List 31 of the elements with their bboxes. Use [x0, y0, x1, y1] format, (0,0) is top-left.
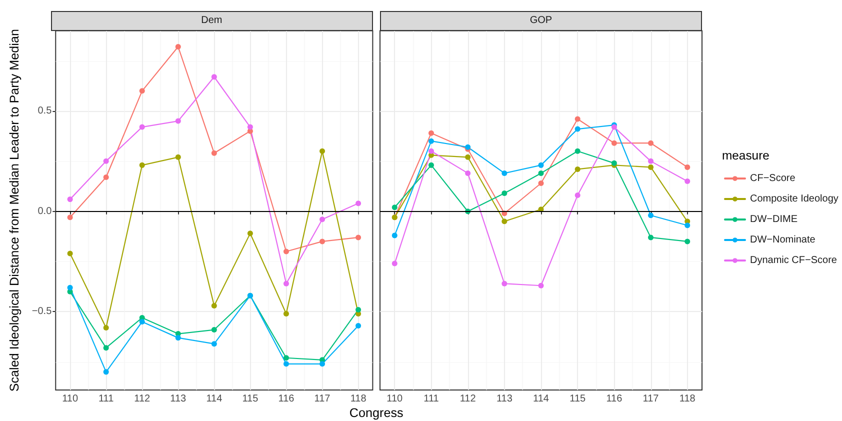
x-tick-label: 115 — [242, 394, 259, 404]
x-tick-label: 110 — [386, 394, 404, 404]
x-tick-label: 111 — [424, 394, 440, 404]
legend-label: DW−Nominate — [750, 234, 816, 246]
legend-label: DW−DIME — [750, 214, 798, 225]
y-tick-label: 0.0 — [38, 206, 52, 217]
x-tick-label: 112 — [134, 394, 151, 404]
x-tick-label: 116 — [606, 394, 623, 404]
y-axis-title: Scaled Ideological Distance from Median Leader to Party Median — [8, 29, 22, 392]
y-tick-label: 0.5 — [38, 105, 52, 116]
x-tick-label: 112 — [460, 394, 476, 404]
x-tick-label: 113 — [170, 394, 187, 404]
x-tick-label: 118 — [679, 394, 696, 404]
x-tick-label: 116 — [278, 394, 295, 404]
x-tick-label: 117 — [314, 394, 331, 404]
x-tick-label: 111 — [98, 394, 114, 404]
x-axis-title: Congress — [349, 406, 404, 420]
chart-title: Dem — [201, 15, 222, 26]
x-tick-label: 117 — [642, 394, 660, 404]
legend-label: Composite Ideology — [750, 194, 838, 204]
x-tick-label: 114 — [206, 394, 223, 404]
legend-title: measure — [722, 148, 770, 162]
legend-label: Dynamic CF−Score — [750, 255, 838, 266]
x-tick-label: 113 — [496, 394, 513, 404]
x-tick-label: 110 — [62, 394, 78, 404]
x-tick-label: 118 — [350, 394, 367, 404]
x-tick-label: 114 — [533, 394, 550, 404]
legend-label: CF−Score — [750, 173, 796, 184]
y-tick-label: −0.5 — [32, 306, 52, 318]
x-tick-label: 115 — [570, 394, 586, 404]
chart-title: GOP — [530, 15, 552, 26]
